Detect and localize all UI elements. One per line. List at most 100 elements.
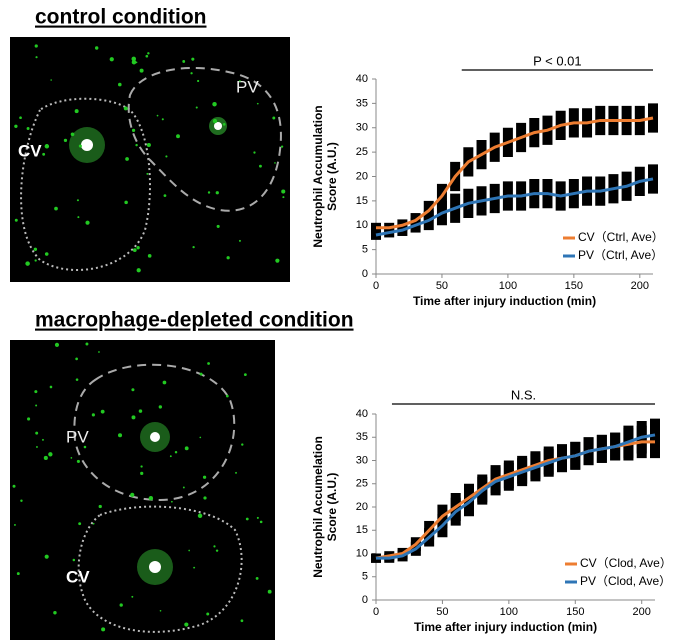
speckle: [212, 118, 218, 124]
speckle: [132, 248, 137, 253]
speckle: [193, 566, 196, 569]
speckle: [163, 194, 167, 197]
speckle: [91, 413, 95, 417]
region-label: PV: [236, 77, 259, 96]
x-tick-label: 50: [436, 606, 448, 618]
speckle: [240, 619, 244, 623]
speckle: [245, 517, 249, 521]
speckle: [25, 261, 30, 266]
speckle: [241, 443, 244, 446]
speckle: [275, 258, 280, 263]
speckle: [14, 124, 18, 128]
speckle: [255, 576, 259, 580]
speckle: [202, 475, 207, 479]
speckle: [53, 610, 57, 615]
speckle: [197, 79, 200, 83]
section-title: macrophage-depleted condition: [35, 309, 354, 332]
y-tick-label: 35: [356, 431, 368, 443]
speckle: [35, 431, 39, 435]
speckle: [43, 455, 48, 460]
speckle: [256, 102, 259, 105]
speckle: [162, 380, 167, 385]
speckle: [63, 138, 68, 142]
speckle: [199, 372, 203, 376]
speckle: [109, 57, 114, 62]
y-tick-label: 20: [356, 501, 368, 513]
speckle: [72, 558, 76, 562]
speckle: [239, 80, 241, 82]
y-tick-label: 5: [362, 571, 368, 583]
speckle: [267, 589, 272, 594]
speckle: [195, 106, 198, 109]
speckle: [259, 164, 262, 168]
speckle: [14, 523, 16, 526]
y-tick-label: 25: [356, 478, 368, 490]
speckle: [54, 206, 58, 211]
speckle: [215, 549, 219, 552]
y-tick-label: 10: [356, 219, 368, 231]
speckle: [49, 385, 53, 389]
annotation: P < 0.01: [533, 53, 582, 68]
speckle: [34, 44, 38, 48]
speckle: [191, 57, 195, 61]
speckle: [158, 405, 163, 409]
speckle: [75, 357, 78, 361]
speckle: [145, 54, 149, 58]
speckle: [35, 404, 38, 407]
y-tick-label: 30: [356, 454, 368, 466]
speckle: [226, 394, 229, 398]
micrograph: CV PV: [10, 37, 290, 282]
speckle: [136, 246, 140, 250]
micrograph: PV CV: [10, 340, 275, 640]
y-tick-label: 30: [356, 122, 368, 134]
speckle: [77, 216, 80, 219]
y-tick-label: 40: [356, 73, 368, 85]
speckle: [213, 545, 216, 548]
speckle: [176, 134, 180, 139]
speckle: [26, 126, 30, 130]
y-tick-label: 15: [356, 195, 368, 207]
region-label: PV: [66, 427, 89, 446]
y-tick-label: 40: [356, 408, 368, 420]
speckle: [34, 259, 37, 262]
legend-label: PV（Clod, Ave）: [580, 574, 671, 588]
y-tick-label: 10: [356, 547, 368, 559]
speckle: [34, 390, 38, 394]
speckle: [44, 144, 50, 149]
speckle: [42, 438, 44, 441]
speckle: [226, 256, 230, 260]
speckle: [98, 504, 102, 509]
speckle: [184, 622, 189, 627]
speckle: [203, 496, 207, 500]
x-tick-label: 50: [436, 280, 448, 292]
speckle: [36, 446, 38, 448]
speckle: [130, 492, 135, 497]
speckle: [136, 268, 141, 273]
y-tick-label: 5: [362, 244, 368, 256]
speckle: [206, 612, 210, 616]
speckle: [135, 143, 138, 147]
x-tick-label: 200: [631, 280, 649, 292]
speckle: [131, 595, 134, 598]
speckle: [70, 457, 73, 459]
y-tick-label: 0: [362, 594, 368, 606]
series-line: [376, 433, 656, 560]
section-title: control condition: [35, 6, 206, 29]
x-axis-label: Time after injury induction (min): [414, 620, 597, 634]
x-tick-label: 200: [633, 606, 651, 618]
speckle: [192, 245, 195, 249]
speckle: [147, 254, 152, 258]
speckle: [75, 378, 79, 381]
speckle: [19, 116, 22, 120]
speckle: [253, 151, 256, 154]
speckle: [169, 455, 172, 458]
x-tick-label: 0: [373, 606, 379, 618]
y-tick-label: 25: [356, 146, 368, 158]
speckle: [76, 199, 79, 202]
speckle: [92, 522, 95, 525]
x-tick-label: 100: [500, 606, 518, 618]
speckle: [124, 200, 128, 205]
speckle: [83, 445, 87, 449]
speckle: [125, 157, 129, 161]
speckle: [190, 72, 193, 75]
